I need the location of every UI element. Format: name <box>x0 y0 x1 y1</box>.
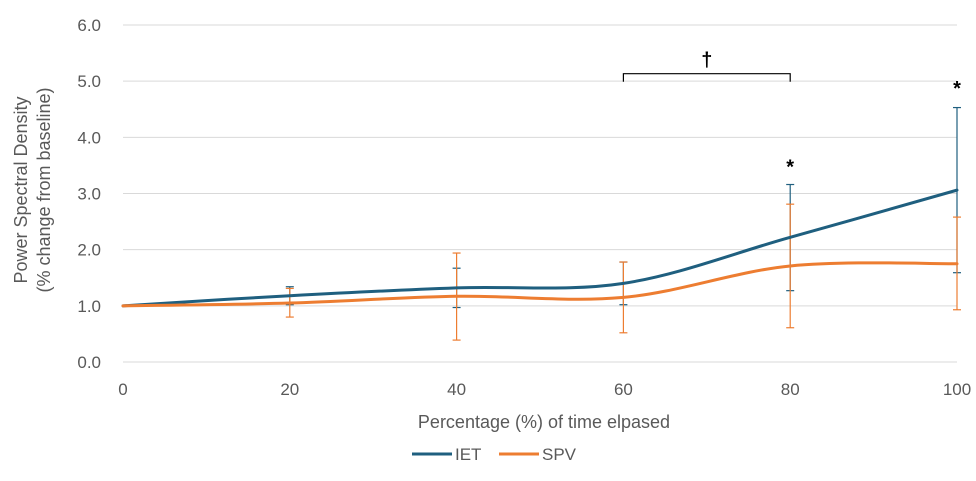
y-axis-title-line-1: Power Spectral Density <box>11 96 31 283</box>
x-tick-label: 0 <box>118 380 127 399</box>
y-tick-label: 4.0 <box>77 128 101 147</box>
significance-bracket <box>622 73 791 82</box>
legend: IET SPV <box>412 445 577 464</box>
y-tick-label: 2.0 <box>77 241 101 260</box>
y-tick-label: 3.0 <box>77 185 101 204</box>
significance-marker: † <box>701 50 712 72</box>
x-axis-title: Percentage (%) of time elpased <box>418 412 670 432</box>
significance-marker: * <box>786 156 794 178</box>
y-tick-label: 0.0 <box>77 353 101 372</box>
legend-label-spv: SPV <box>542 445 577 464</box>
y-tick-label: 5.0 <box>77 72 101 91</box>
legend-label-iet: IET <box>455 445 481 464</box>
series-lines <box>121 188 959 308</box>
x-tick-label: 80 <box>781 380 800 399</box>
series-line-spv <box>121 261 959 308</box>
gridlines <box>123 24 957 363</box>
y-axis-ticks: 0.0 1.0 2.0 3.0 4.0 5.0 6.0 <box>77 16 101 372</box>
y-tick-label: 6.0 <box>77 16 101 35</box>
y-axis-title: Power Spectral Density (% change from ba… <box>11 87 54 292</box>
y-tick-label: 1.0 <box>77 297 101 316</box>
x-tick-label: 40 <box>447 380 466 399</box>
y-axis-title-line-2: (% change from baseline) <box>34 87 54 292</box>
error-bars <box>285 106 961 341</box>
significance-annotations: * * † <box>622 50 961 178</box>
x-tick-label: 100 <box>943 380 971 399</box>
x-tick-label: 60 <box>614 380 633 399</box>
x-tick-label: 20 <box>280 380 299 399</box>
series-line-iet <box>121 188 959 308</box>
x-axis-ticks: 0 20 40 60 80 100 <box>118 380 971 399</box>
significance-marker: * <box>953 78 961 100</box>
